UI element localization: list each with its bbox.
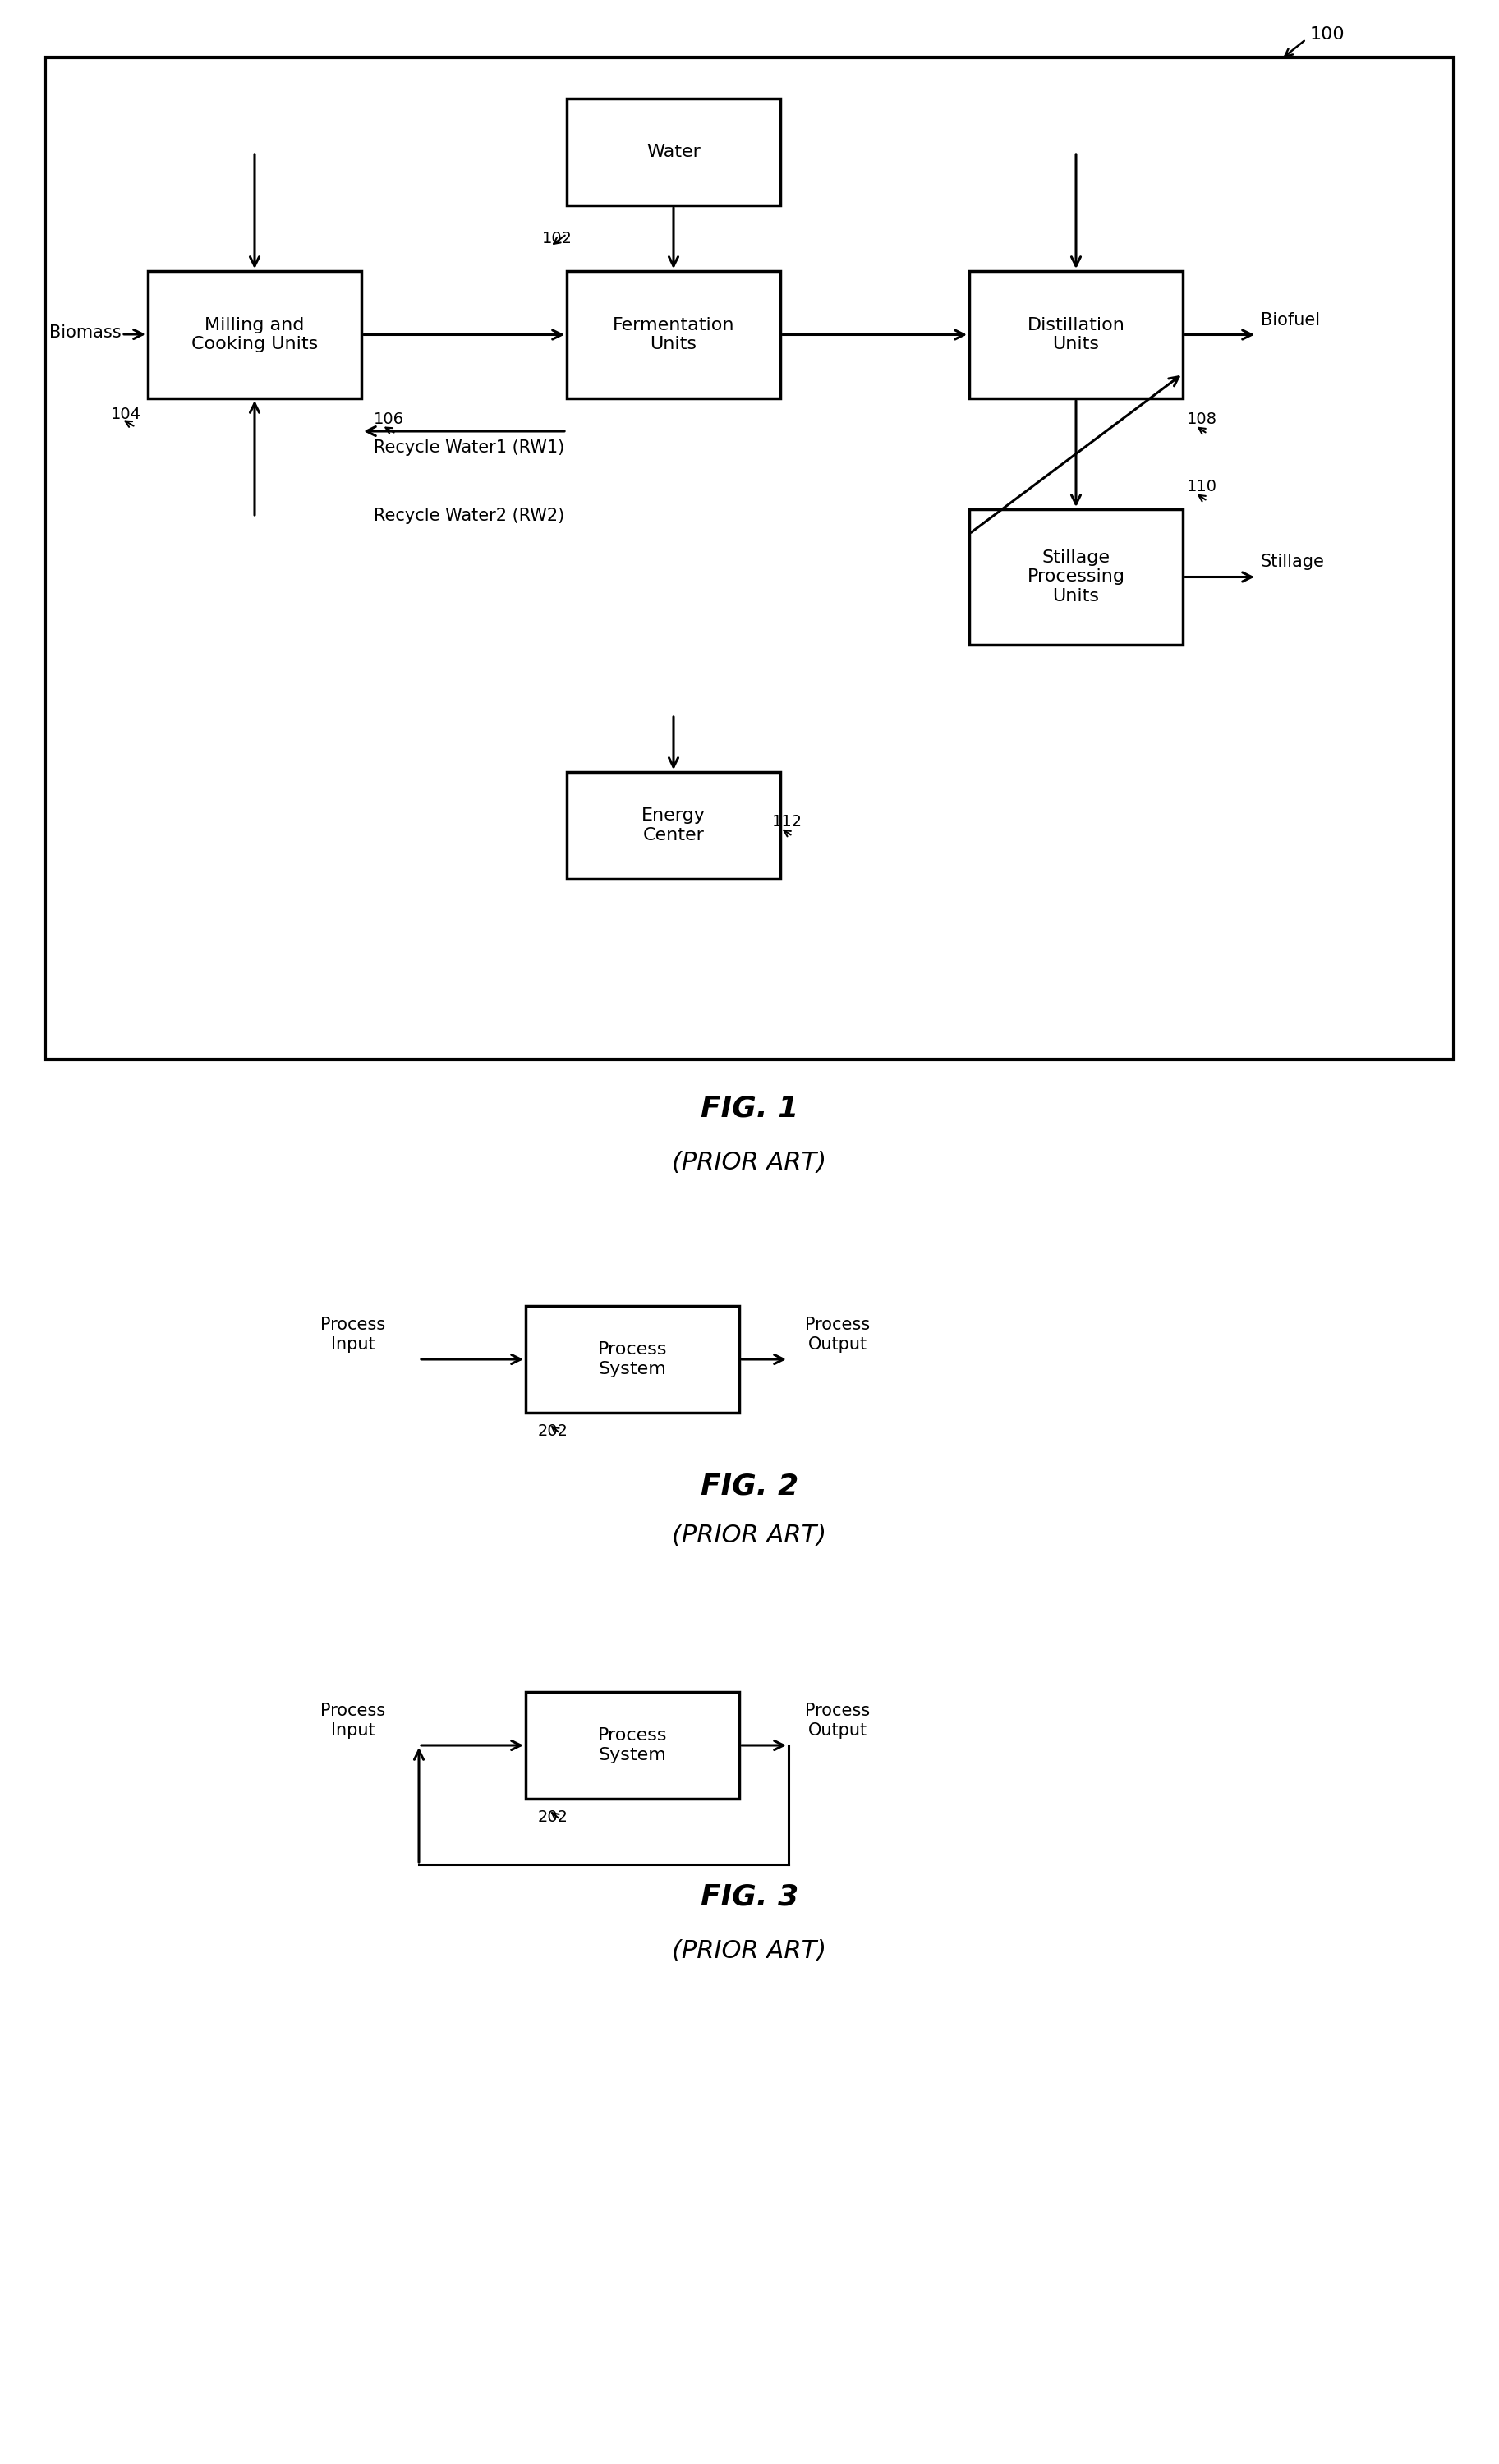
Text: Stillage
Processing
Units: Stillage Processing Units <box>1027 549 1124 604</box>
Bar <box>526 1693 739 1799</box>
Bar <box>567 771 781 880</box>
Bar <box>567 271 781 399</box>
Text: 108: 108 <box>1187 411 1217 426</box>
Text: Recycle Water1 (RW1): Recycle Water1 (RW1) <box>373 439 565 456</box>
Bar <box>970 510 1183 646</box>
Text: (PRIOR ART): (PRIOR ART) <box>672 1151 827 1175</box>
Text: Process
Input: Process Input <box>321 1316 385 1353</box>
Text: FIG. 1: FIG. 1 <box>700 1094 799 1124</box>
Text: Process
System: Process System <box>598 1340 667 1377</box>
Text: 112: 112 <box>772 813 802 828</box>
Text: 100: 100 <box>1310 27 1345 42</box>
Text: 102: 102 <box>543 232 573 246</box>
Text: 202: 202 <box>538 1424 568 1439</box>
Text: Process
Output: Process Output <box>805 1703 871 1740</box>
Text: 110: 110 <box>1187 478 1217 493</box>
Text: 104: 104 <box>111 407 141 424</box>
Bar <box>970 271 1183 399</box>
Text: Energy
Center: Energy Center <box>642 808 706 843</box>
Text: (PRIOR ART): (PRIOR ART) <box>672 1523 827 1547</box>
Text: FIG. 2: FIG. 2 <box>700 1473 799 1501</box>
Text: Fermentation
Units: Fermentation Units <box>613 318 735 352</box>
Text: Process
Output: Process Output <box>805 1316 871 1353</box>
Text: Process
Input: Process Input <box>321 1703 385 1740</box>
Text: Milling and
Cooking Units: Milling and Cooking Units <box>192 318 318 352</box>
Bar <box>526 1306 739 1412</box>
Text: Water: Water <box>646 143 700 160</box>
Bar <box>567 99 781 205</box>
Text: Stillage: Stillage <box>1261 554 1325 572</box>
Text: 106: 106 <box>373 411 405 426</box>
Text: Biofuel: Biofuel <box>1261 313 1321 328</box>
Text: Recycle Water2 (RW2): Recycle Water2 (RW2) <box>373 508 565 525</box>
Text: (PRIOR ART): (PRIOR ART) <box>672 1939 827 1961</box>
Text: FIG. 3: FIG. 3 <box>700 1882 799 1912</box>
Text: Biomass: Biomass <box>49 325 121 340</box>
Text: Process
System: Process System <box>598 1727 667 1764</box>
Bar <box>45 57 1454 1060</box>
Text: 202: 202 <box>538 1809 568 1823</box>
Bar <box>148 271 361 399</box>
Text: Distillation
Units: Distillation Units <box>1027 318 1124 352</box>
